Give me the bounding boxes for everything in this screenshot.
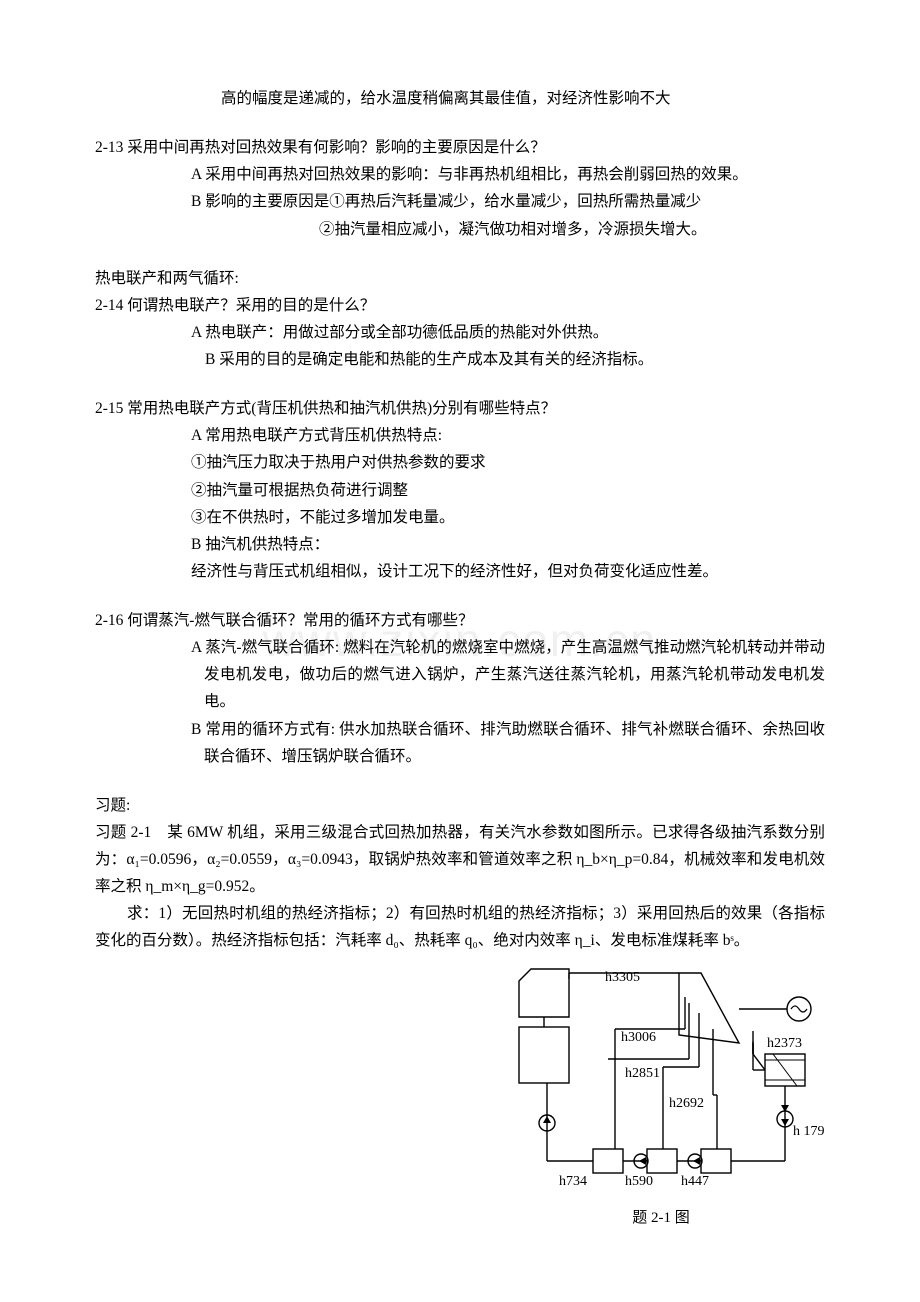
question-2-16: 2-16 何谓蒸汽-燃气联合循环？常用的循环方式有哪些？	[95, 607, 825, 634]
answer-line: A 蒸汽-燃气联合循环: 燃料在汽轮机的燃烧室中燃烧，产生高温燃气推动燃汽轮机转…	[95, 634, 825, 715]
answer-line: A 常用热电联产方式背压机供热特点:	[95, 422, 825, 449]
section-heading: 热电联产和两气循环:	[95, 265, 825, 292]
answer-line: B 常用的循环方式有: 供水加热联合循环、排汽助燃联合循环、排气补燃联合循环、余…	[95, 716, 825, 770]
svg-text:h2692: h2692	[669, 1096, 704, 1111]
answer-line: ①抽汽压力取决于热用户对供热参数的要求	[95, 449, 825, 476]
answer-line: B 采用的目的是确定电能和热能的生产成本及其有关的经济指标。	[95, 346, 825, 373]
figure-2-1: h3305 h3006 h2373 h2851 h2692 h 179 h734 h590 h4…	[497, 959, 825, 1231]
answer-line: ②抽汽量可根据热负荷进行调整	[95, 477, 825, 504]
question-2-14: 2-14 何谓热电联产？采用的目的是什么？	[95, 292, 825, 319]
svg-text:h 179: h 179	[793, 1124, 825, 1139]
svg-text:h2373: h2373	[767, 1036, 802, 1051]
svg-text:h734: h734	[559, 1174, 587, 1189]
svg-text:h447: h447	[681, 1174, 709, 1189]
svg-text:h2851: h2851	[625, 1066, 660, 1081]
thermal-cycle-diagram: h3305 h3006 h2373 h2851 h2692 h 179 h734 h590 h4…	[497, 959, 825, 1199]
svg-text:h590: h590	[625, 1174, 653, 1189]
svg-text:h3006: h3006	[621, 1030, 656, 1045]
question-2-13: 2-13 采用中间再热对回热效果有何影响？影响的主要原因是什么？	[95, 134, 825, 161]
answer-line: ③在不供热时，不能过多增加发电量。	[95, 504, 825, 531]
problem-2-1-req: 求：1）无回热时机组的热经济指标；2）有回热时机组的热经济指标；3）采用回热后的…	[95, 900, 825, 954]
problem-2-1: 习题 2-1 某 6MW 机组，采用三级混合式回热加热器，有关汽水参数如图所示。…	[95, 819, 825, 900]
figure-caption: 题 2-1 图	[497, 1205, 825, 1231]
section-heading: 习题:	[95, 792, 825, 819]
svg-text:h3305: h3305	[605, 970, 640, 985]
body-line: 高的幅度是递减的，给水温度稍偏离其最佳值，对经济性影响不大	[95, 85, 825, 112]
answer-line: 经济性与背压式机组相似，设计工况下的经济性好，但对负荷变化适应性差。	[95, 558, 825, 585]
answer-line: A 热电联产：用做过部分或全部功德低品质的热能对外供热。	[95, 319, 825, 346]
answer-line: ②抽汽量相应减小，凝汽做功相对增多，冷源损失增大。	[95, 216, 825, 243]
answer-line: B 影响的主要原因是①再热后汽耗量减少，给水量减少，回热所需热量减少	[95, 188, 825, 215]
answer-line: B 抽汽机供热特点：	[95, 531, 825, 558]
answer-line: A 采用中间再热对回热效果的影响：与非再热机组相比，再热会削弱回热的效果。	[95, 161, 825, 188]
question-2-15: 2-15 常用热电联产方式(背压机供热和抽汽机供热)分别有哪些特点？	[95, 395, 825, 422]
